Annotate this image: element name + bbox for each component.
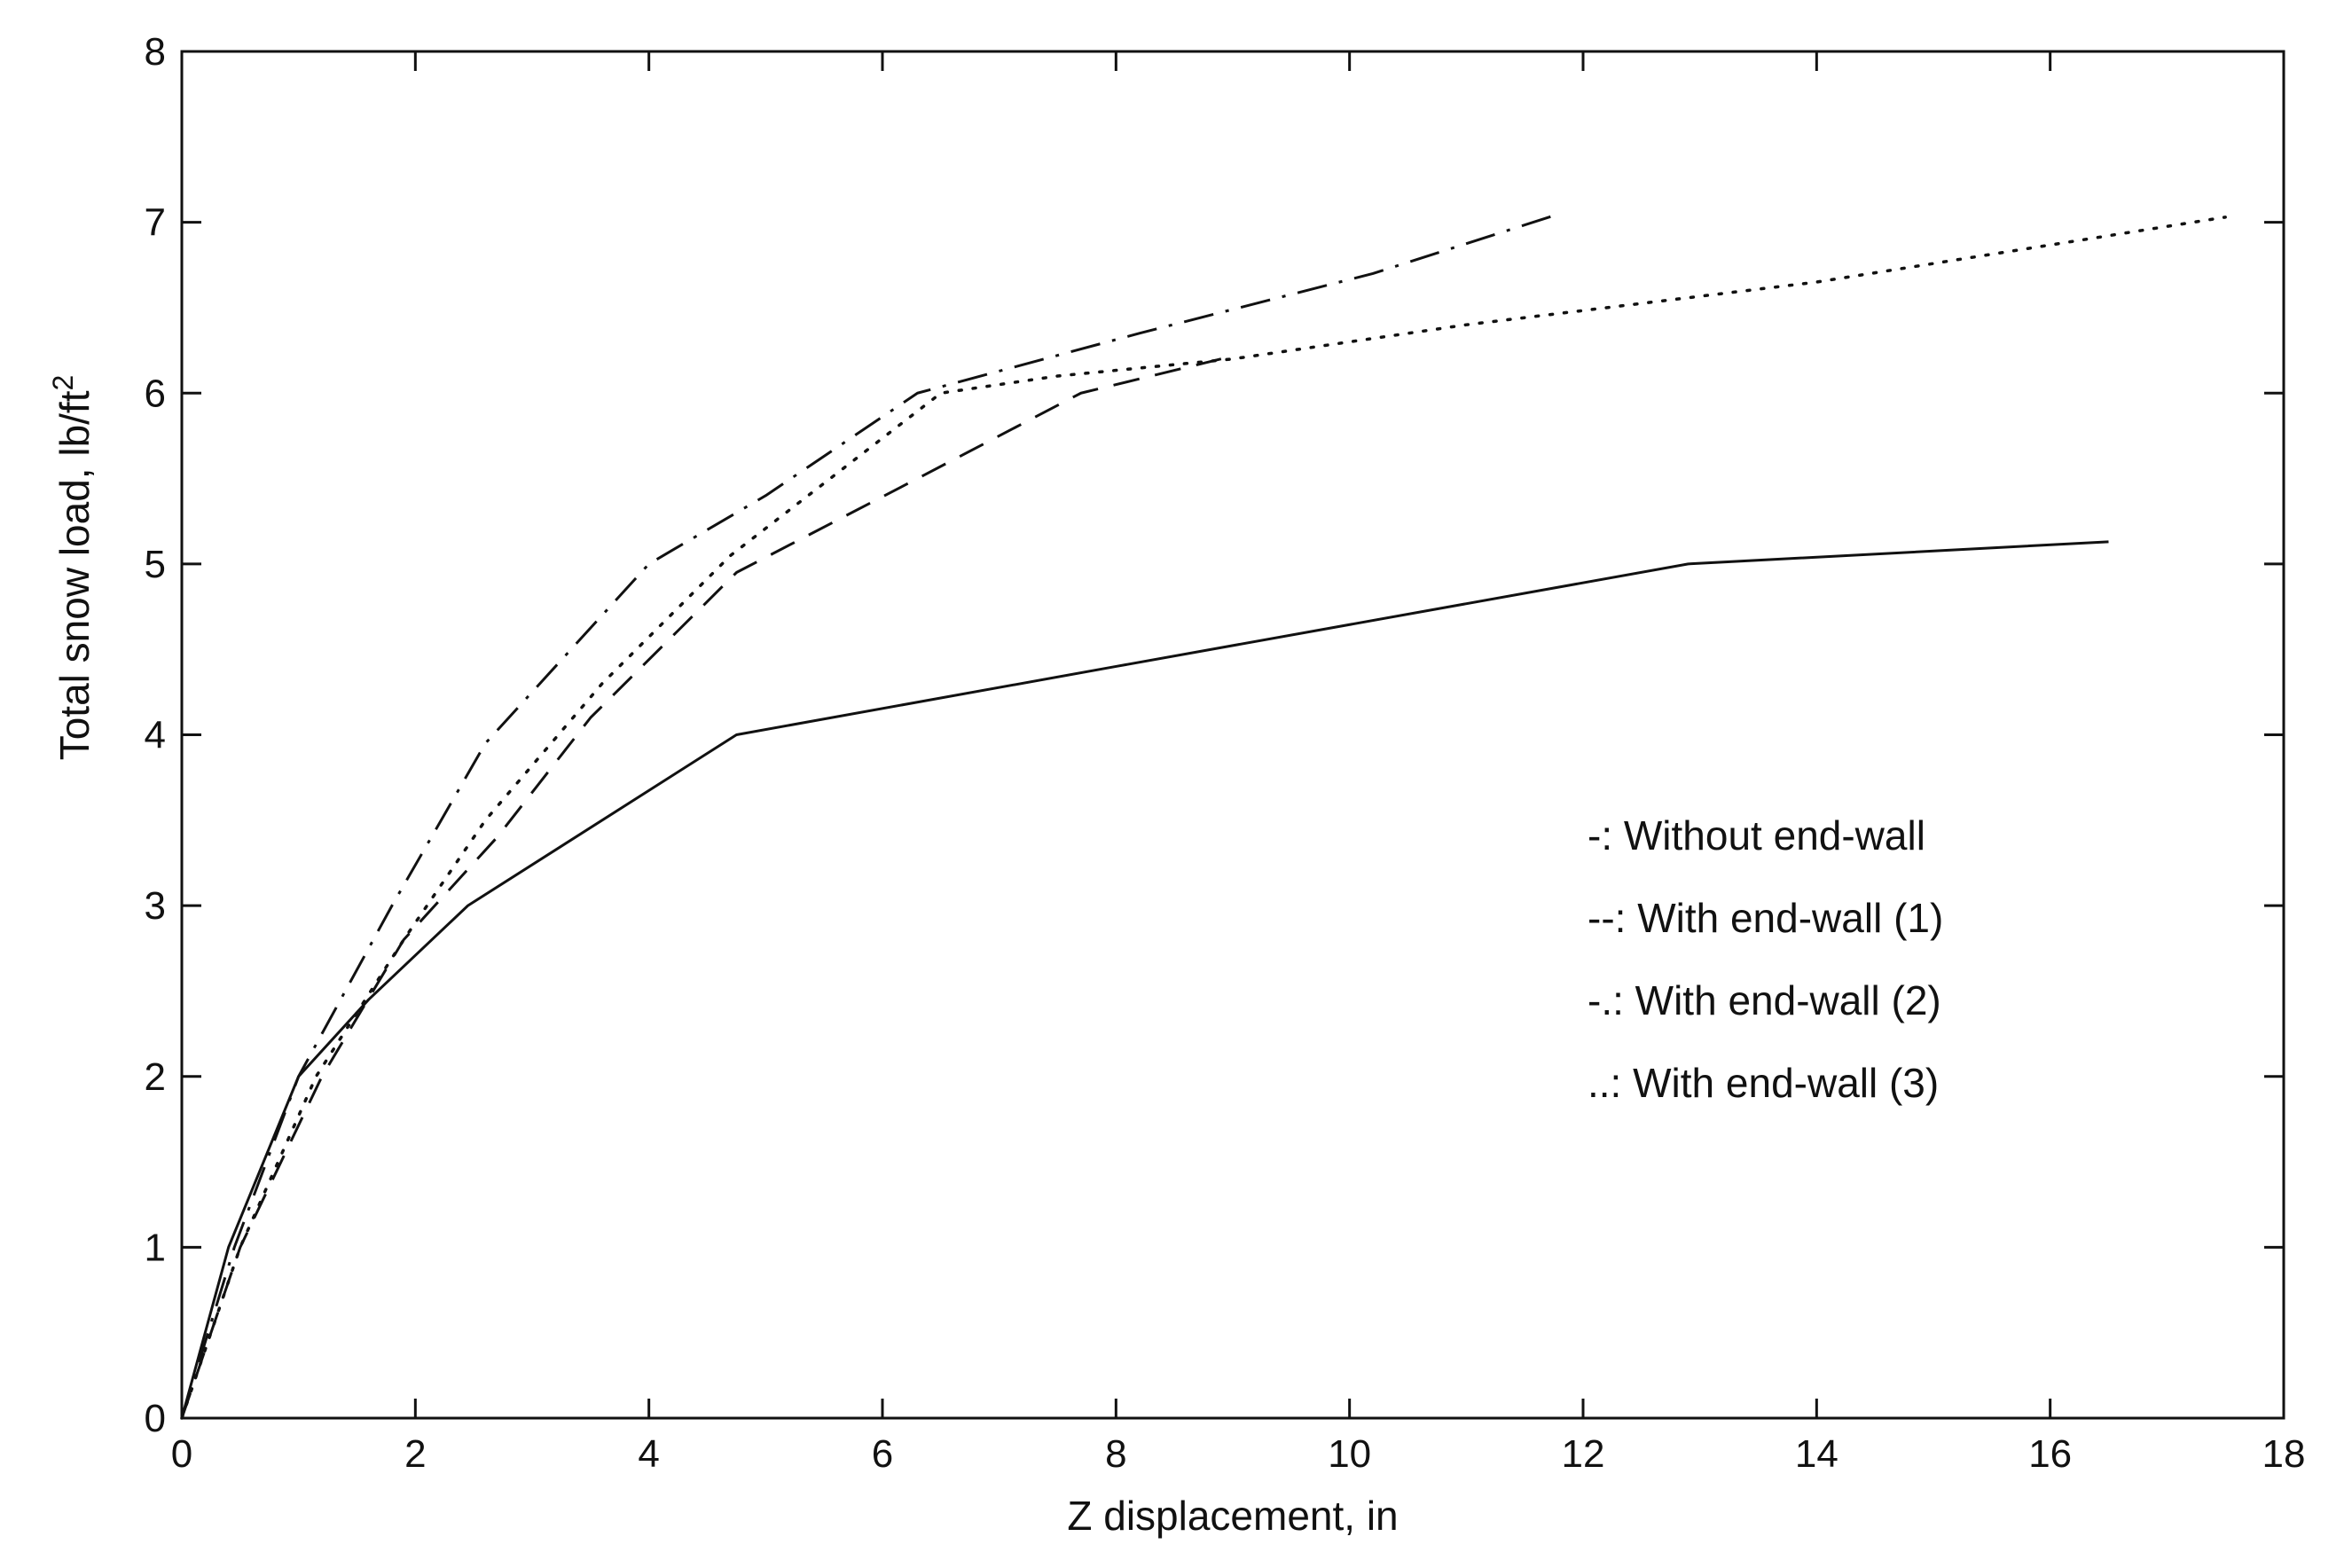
- plot-frame: [180, 50, 2285, 1420]
- x-tick-label: 6: [872, 1432, 893, 1476]
- legend-entry: -: Without end-wall: [1588, 812, 1925, 858]
- x-tick-label: 12: [1562, 1432, 1605, 1476]
- y-axis-label-main: Total snow load, lb/ft: [51, 390, 98, 760]
- x-tick-label: 18: [2262, 1432, 2306, 1476]
- x-tick-label: 10: [1328, 1432, 1371, 1476]
- x-axis-ticks: 0 2 4 6 8 10 12 14 16 18: [171, 51, 2306, 1476]
- x-axis-label: Z displacement, in: [1067, 1493, 1398, 1539]
- legend-entry: ..: With end-wall (3): [1588, 1060, 1939, 1106]
- series-line-4: [180, 216, 2227, 1420]
- series-lines: [180, 212, 2227, 1420]
- y-tick-label: 2: [145, 1055, 166, 1099]
- series-line-2: [180, 357, 1222, 1419]
- y-tick-label: 6: [145, 372, 166, 415]
- x-tick-label: 4: [638, 1432, 659, 1476]
- y-tick-label: 1: [145, 1226, 166, 1269]
- series-line-3: [180, 212, 1561, 1419]
- legend-entry: --: With end-wall (1): [1588, 895, 1943, 941]
- x-tick-label: 2: [404, 1432, 426, 1476]
- y-tick-label: 3: [145, 884, 166, 928]
- y-axis-label-superscript: 2: [47, 375, 79, 391]
- x-tick-label: 0: [171, 1432, 192, 1476]
- y-tick-label: 8: [145, 30, 166, 74]
- y-tick-label: 7: [145, 201, 166, 245]
- y-axis-ticks: 0 1 2 3 4 5 6 7 8: [145, 30, 2284, 1440]
- series-line-1: [180, 540, 2109, 1419]
- y-axis-label: Total snow load, lb/ft2: [47, 375, 98, 761]
- x-tick-label: 8: [1105, 1432, 1126, 1476]
- legend: -: Without end-wall --: With end-wall (1)…: [1588, 812, 1943, 1106]
- y-tick-label: 0: [145, 1397, 166, 1440]
- legend-entry: -.: With end-wall (2): [1588, 977, 1941, 1023]
- y-tick-label: 4: [145, 714, 166, 757]
- x-tick-label: 14: [1795, 1432, 1838, 1476]
- x-tick-label: 16: [2028, 1432, 2072, 1476]
- y-tick-label: 5: [145, 543, 166, 586]
